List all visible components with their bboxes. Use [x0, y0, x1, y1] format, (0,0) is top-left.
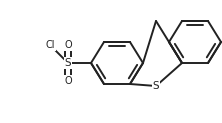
Text: O: O [64, 40, 72, 50]
Text: Cl: Cl [45, 40, 55, 50]
Text: S: S [65, 58, 71, 68]
Text: S: S [153, 81, 159, 91]
Text: O: O [64, 76, 72, 86]
